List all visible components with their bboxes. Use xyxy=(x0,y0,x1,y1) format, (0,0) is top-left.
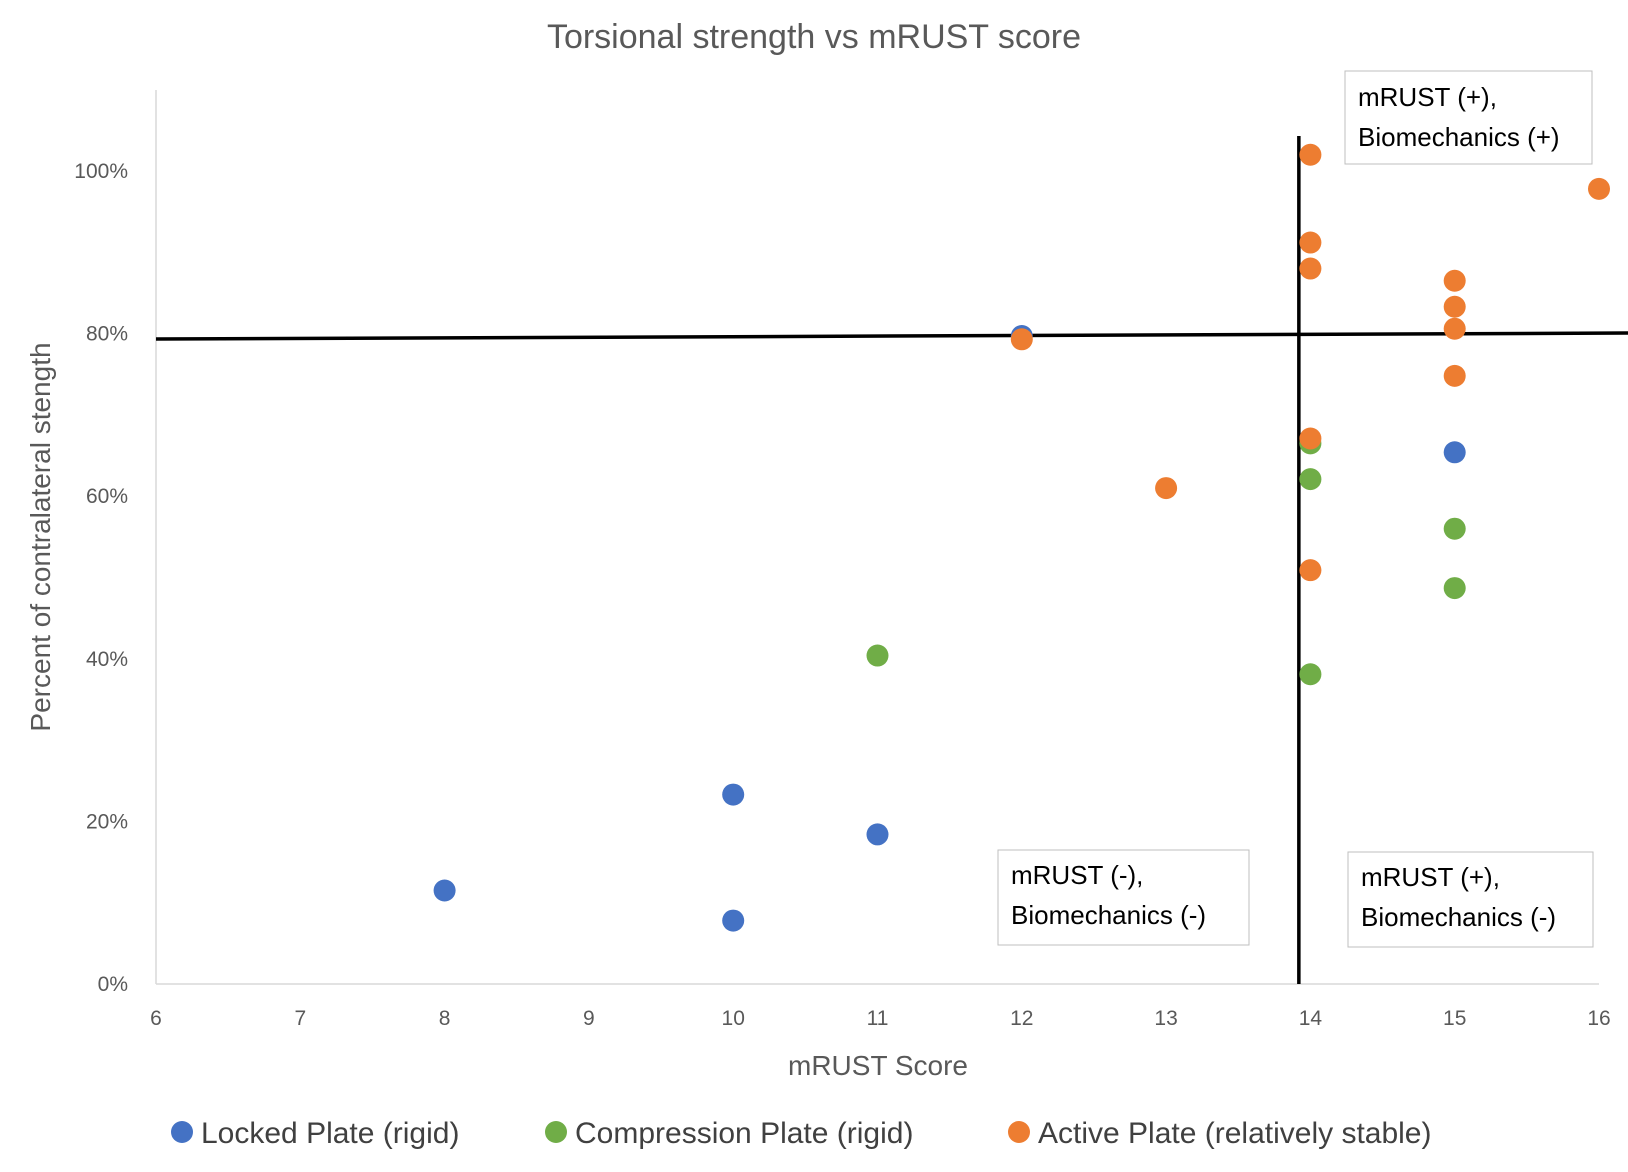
data-point-series-2 xyxy=(1155,477,1178,500)
legend-item-locked-plate: Locked Plate (rigid) xyxy=(171,1117,459,1150)
annotation-box-bottom-left xyxy=(997,849,1250,946)
annotation-bottom-left: mRUST (-), Biomechanics (-) xyxy=(997,849,1250,946)
data-point-series-2 xyxy=(1299,427,1322,450)
annotation-top-right-line2: Biomechanics (+) xyxy=(1358,122,1560,152)
reference-lines xyxy=(155,136,1628,984)
quadrant-annotations: mRUST (+), Biomechanics (+) mRUST (-), B… xyxy=(997,70,1594,948)
x-axis-title: mRUST Score xyxy=(788,1050,968,1081)
reference-line-horizontal xyxy=(155,331,1628,341)
x-tick-label: 12 xyxy=(1010,1007,1033,1030)
chart-title: Torsional strength vs mRUST score xyxy=(547,18,1081,56)
data-point-series-1 xyxy=(1299,663,1322,686)
y-tick-label: 60% xyxy=(86,485,128,508)
x-tick-label: 13 xyxy=(1154,1007,1177,1030)
data-point-series-0 xyxy=(722,783,745,806)
annotation-top-right: mRUST (+), Biomechanics (+) xyxy=(1344,70,1593,165)
legend-item-compression-plate: Compression Plate (rigid) xyxy=(545,1117,913,1150)
y-tick-label: 80% xyxy=(86,323,128,346)
data-point-series-2 xyxy=(1299,143,1322,166)
x-tick-label: 9 xyxy=(583,1007,595,1030)
data-points xyxy=(433,143,1610,932)
legend-label-compression-plate: Compression Plate (rigid) xyxy=(575,1117,913,1150)
data-point-series-1 xyxy=(866,644,889,667)
legend-label-active-plate: Active Plate (relatively stable) xyxy=(1038,1117,1432,1150)
data-point-series-0 xyxy=(433,879,456,902)
legend-marker-locked-plate xyxy=(171,1121,193,1143)
y-tick-label: 40% xyxy=(86,648,128,671)
x-tick-label: 7 xyxy=(294,1007,306,1030)
x-tick-label: 8 xyxy=(439,1007,451,1030)
data-point-series-2 xyxy=(1443,317,1466,340)
y-tick-label: 0% xyxy=(98,973,128,996)
data-point-series-2 xyxy=(1443,295,1466,318)
data-point-series-2 xyxy=(1299,559,1322,582)
x-tick-label: 11 xyxy=(867,1007,889,1030)
y-tick-labels: 0% 20% 40% 60% 80% 100% xyxy=(74,160,128,996)
annotation-bottom-left-line2: Biomechanics (-) xyxy=(1011,900,1206,930)
y-axis-title: Percent of contralateral stength xyxy=(25,342,56,731)
data-point-series-1 xyxy=(1443,517,1466,540)
data-point-series-2 xyxy=(1588,177,1610,200)
x-tick-label: 15 xyxy=(1443,1007,1466,1030)
y-tick-label: 20% xyxy=(86,810,128,833)
annotation-top-right-line1: mRUST (+), xyxy=(1358,82,1497,112)
data-point-series-2 xyxy=(1299,231,1322,254)
x-tick-labels: 6 7 8 9 10 11 12 13 14 15 16 xyxy=(150,1007,1611,1030)
legend: Locked Plate (rigid) Compression Plate (… xyxy=(171,1117,1432,1150)
legend-item-active-plate: Active Plate (relatively stable) xyxy=(1008,1117,1432,1150)
y-tick-label: 100% xyxy=(74,160,128,183)
legend-label-locked-plate: Locked Plate (rigid) xyxy=(201,1117,459,1150)
legend-marker-compression-plate xyxy=(545,1121,567,1143)
data-point-series-0 xyxy=(866,823,889,846)
data-point-series-0 xyxy=(722,909,745,932)
legend-marker-active-plate xyxy=(1008,1121,1030,1143)
data-point-series-2 xyxy=(1299,257,1322,280)
axes xyxy=(155,90,1599,985)
data-point-series-0 xyxy=(1443,441,1466,464)
annotation-bottom-right: mRUST (+), Biomechanics (-) xyxy=(1347,851,1594,948)
annotation-box-top-right xyxy=(1344,70,1593,165)
annotation-bottom-right-line2: Biomechanics (-) xyxy=(1361,902,1556,932)
annotation-box-bottom-right xyxy=(1347,851,1594,948)
data-point-series-2 xyxy=(1443,269,1466,292)
x-tick-label: 16 xyxy=(1587,1007,1610,1030)
data-point-series-1 xyxy=(1299,468,1322,491)
data-point-series-2 xyxy=(1443,364,1466,387)
x-tick-label: 6 xyxy=(150,1007,162,1030)
data-point-series-1 xyxy=(1443,577,1466,600)
annotation-bottom-left-line1: mRUST (-), xyxy=(1011,860,1143,890)
annotation-bottom-right-line1: mRUST (+), xyxy=(1361,862,1500,892)
data-point-series-2 xyxy=(1010,328,1033,351)
x-tick-label: 10 xyxy=(722,1007,745,1030)
x-tick-label: 14 xyxy=(1299,1007,1323,1030)
